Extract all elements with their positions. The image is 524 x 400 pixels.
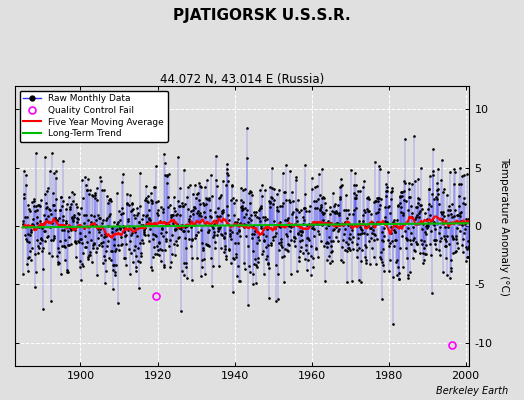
Text: Berkeley Earth: Berkeley Earth xyxy=(436,386,508,396)
Y-axis label: Temperature Anomaly (°C): Temperature Anomaly (°C) xyxy=(499,157,509,296)
Title: 44.072 N, 43.014 E (Russia): 44.072 N, 43.014 E (Russia) xyxy=(160,73,324,86)
Text: PJATIGORSK U.S.S.R.: PJATIGORSK U.S.S.R. xyxy=(173,8,351,23)
Legend: Raw Monthly Data, Quality Control Fail, Five Year Moving Average, Long-Term Tren: Raw Monthly Data, Quality Control Fail, … xyxy=(19,90,168,142)
